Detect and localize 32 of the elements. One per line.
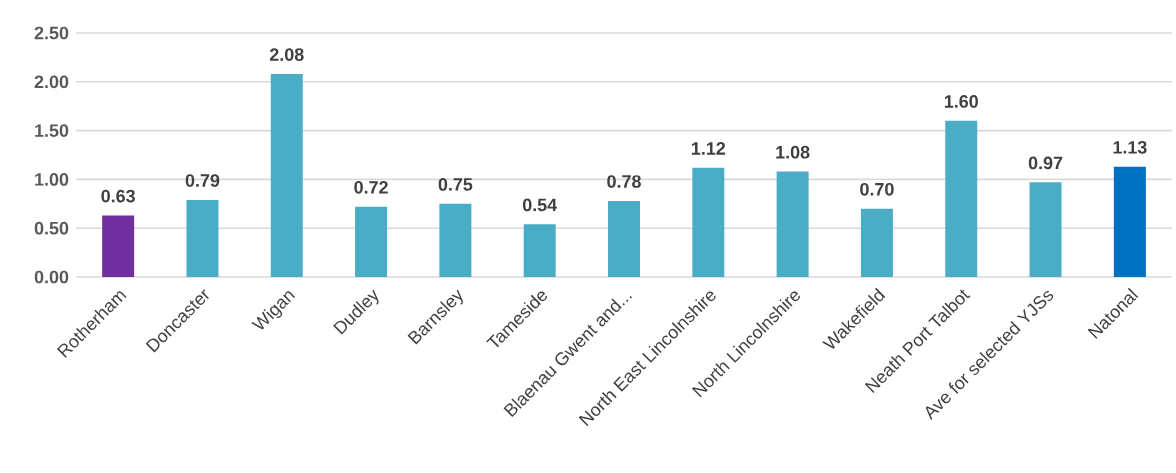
data-label: 0.79 [185, 174, 220, 187]
bar [270, 73, 303, 277]
y-tick-label: 0.00 [34, 270, 69, 284]
y-tick-label: 2.00 [34, 75, 69, 89]
data-label: 1.60 [944, 95, 978, 108]
y-tick-label: 1.50 [35, 124, 69, 137]
bar [860, 208, 893, 277]
bar [1113, 166, 1146, 277]
y-tick-label: 2.50 [34, 26, 69, 40]
data-label: 0.54 [522, 198, 558, 212]
bar [776, 171, 809, 277]
data-label: 1.13 [1113, 140, 1147, 154]
bar [102, 215, 135, 277]
y-tick-label: 1.00 [35, 173, 69, 186]
data-label: 0.72 [354, 180, 388, 194]
bar [186, 199, 219, 277]
bar [439, 203, 472, 277]
data-label: 2.08 [269, 48, 304, 61]
data-label: 0.70 [860, 182, 894, 196]
data-label: 0.63 [101, 189, 135, 203]
bar [1029, 182, 1062, 277]
y-tick-label: 0.50 [34, 221, 69, 235]
data-label: 0.75 [438, 178, 473, 191]
data-label: 0.97 [1028, 156, 1063, 170]
bar [608, 200, 641, 277]
data-label: 1.08 [776, 145, 810, 159]
data-label: 1.12 [691, 142, 726, 155]
bar [523, 224, 556, 277]
bar [945, 120, 978, 277]
bar [692, 167, 725, 277]
data-label: 0.78 [607, 175, 641, 188]
bar [355, 206, 388, 277]
